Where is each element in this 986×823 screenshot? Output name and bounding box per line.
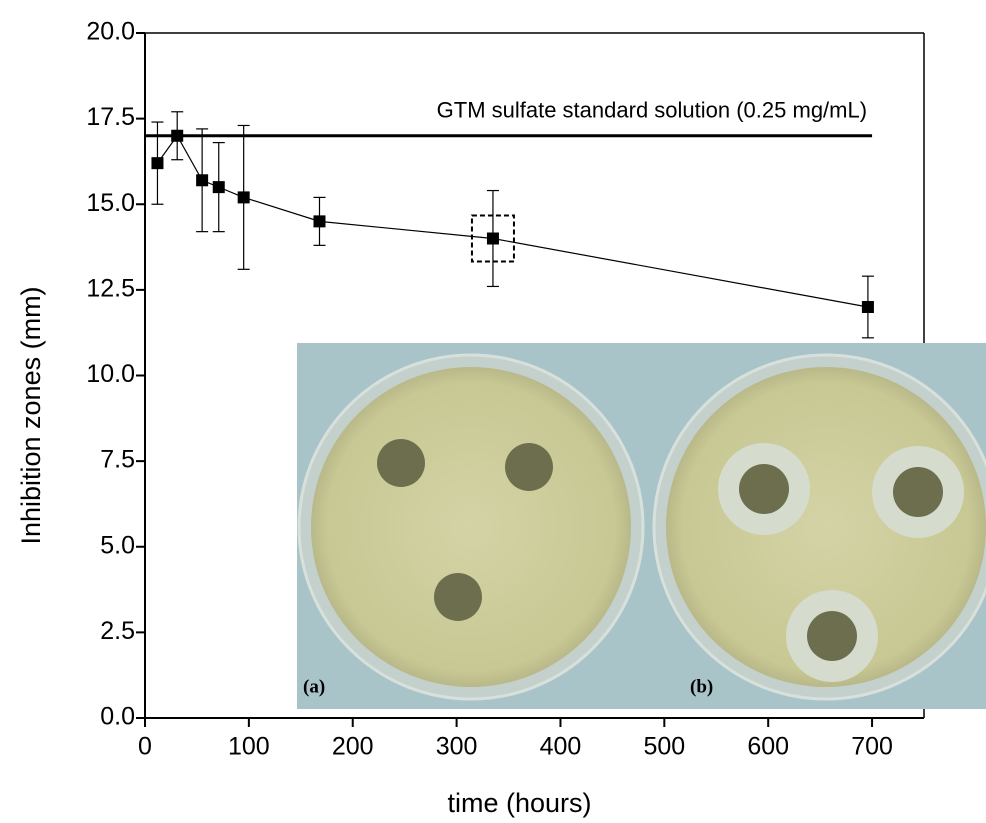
- disc: [377, 439, 425, 487]
- series-line: [156, 134, 869, 308]
- y-axis-label: Inhibition zones (mm): [16, 286, 46, 544]
- y-tick-label: 15.0: [86, 189, 135, 217]
- x-tick-label: 700: [851, 733, 893, 761]
- petri-agar: [311, 367, 631, 687]
- disc: [739, 464, 789, 514]
- y-tick-label: 0.0: [100, 703, 135, 731]
- reference-label: GTM sulfate standard solution (0.25 mg/m…: [437, 98, 867, 123]
- x-tick-label: 0: [138, 733, 152, 761]
- y-tick-label: 5.0: [100, 531, 135, 559]
- point: [171, 129, 184, 142]
- x-tick-label: 300: [436, 733, 478, 761]
- disc: [807, 611, 857, 661]
- y-tick-label: 17.5: [86, 103, 135, 131]
- point: [151, 157, 164, 170]
- inset-label: (a): [303, 676, 325, 697]
- y-tick-label: 12.5: [86, 274, 135, 302]
- x-tick-label: 500: [643, 733, 685, 761]
- point: [237, 191, 250, 204]
- point: [861, 301, 874, 313]
- x-tick-label: 600: [747, 733, 789, 761]
- disc: [434, 573, 482, 621]
- inset-photo: (a) (b): [297, 343, 986, 709]
- disc: [893, 467, 943, 517]
- point: [486, 232, 499, 245]
- point: [196, 174, 209, 187]
- y-tick-label: 20.0: [86, 18, 135, 46]
- point: [212, 181, 225, 194]
- highlight-box: [470, 214, 515, 263]
- y-tick-label: 10.0: [86, 360, 135, 388]
- x-axis-label: time (hours): [447, 788, 591, 818]
- disc: [505, 443, 553, 491]
- y-tick-label: 7.5: [100, 446, 135, 474]
- point: [313, 215, 326, 228]
- x-tick-label: 100: [228, 733, 270, 761]
- x-tick-label: 400: [540, 733, 582, 761]
- x-tick-label: 200: [332, 733, 374, 761]
- inset-label: (b): [690, 676, 713, 697]
- y-tick-label: 2.5: [100, 617, 135, 645]
